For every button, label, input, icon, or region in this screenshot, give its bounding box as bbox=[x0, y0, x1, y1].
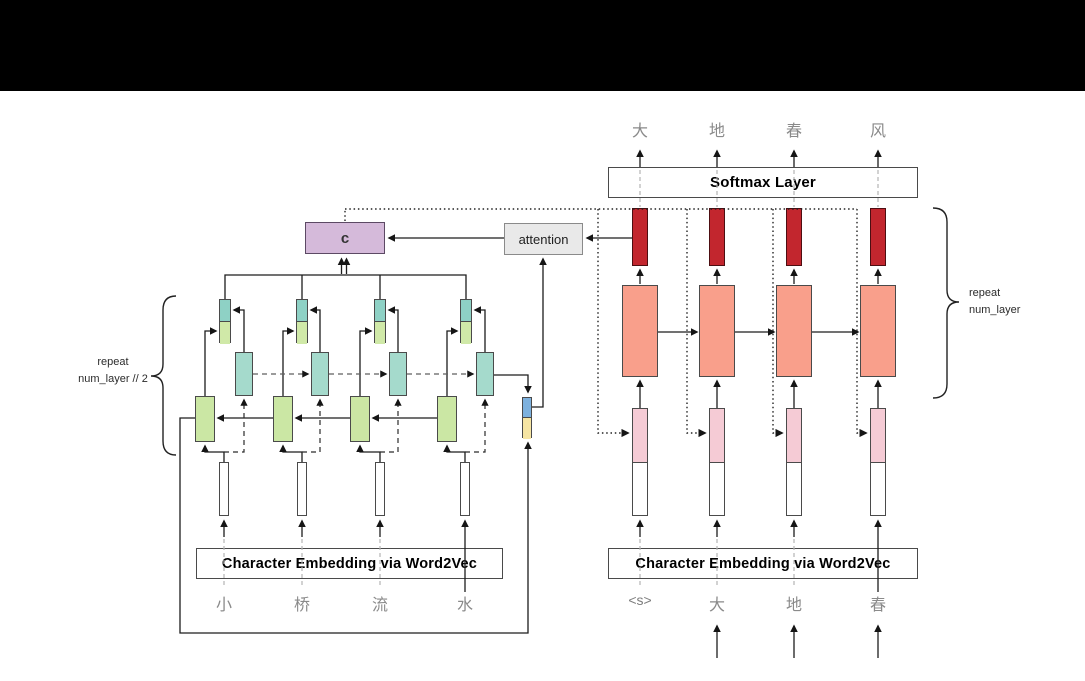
left-brace bbox=[150, 295, 177, 456]
encoder-concat-state bbox=[296, 299, 308, 344]
concat-state-backward-half bbox=[375, 300, 385, 322]
concat-state-backward-half bbox=[220, 300, 230, 322]
encoder-final-state bbox=[522, 397, 532, 439]
concat-state-forward-half bbox=[220, 322, 230, 344]
encoder-backward-cell bbox=[476, 352, 494, 396]
encoder-repeat-line1: repeat bbox=[97, 356, 129, 368]
attention-label: attention bbox=[518, 231, 569, 247]
context-vector-box: c bbox=[305, 222, 385, 254]
right-brace bbox=[932, 207, 960, 399]
concat-state-forward-half bbox=[297, 322, 307, 344]
decoder-lstm-cell bbox=[699, 285, 735, 377]
decoder-input-context-half bbox=[871, 409, 885, 463]
final-state-backward-half bbox=[523, 398, 531, 418]
encoder-repeat-line2: num_layer // 2 bbox=[78, 372, 148, 385]
decoder-repeat-line1: repeat bbox=[969, 287, 1001, 299]
encoder-embedding-bar bbox=[297, 462, 307, 516]
encoder-embedding-box: Character Embedding via Word2Vec bbox=[196, 548, 503, 579]
decoder-hidden-state bbox=[632, 208, 648, 266]
encoder-repeat-label: repeat num_layer // 2 bbox=[78, 354, 148, 387]
decoder-input-context-half bbox=[633, 409, 647, 463]
top-black-banner bbox=[0, 0, 1085, 91]
decoder-embedding-label: Character Embedding via Word2Vec bbox=[635, 555, 891, 572]
decoder-input-char: 大 bbox=[708, 597, 726, 614]
decoder-input-char: 春 bbox=[869, 597, 887, 614]
decoder-lstm-cell bbox=[776, 285, 812, 377]
encoder-forward-cell bbox=[350, 396, 370, 442]
encoder-backward-cell bbox=[235, 352, 253, 396]
softmax-layer-box: Softmax Layer bbox=[608, 167, 918, 198]
decoder-hidden-state bbox=[786, 208, 802, 266]
encoder-concat-state bbox=[374, 299, 386, 344]
concat-state-backward-half bbox=[461, 300, 471, 322]
concat-state-backward-half bbox=[297, 300, 307, 322]
decoder-hidden-state bbox=[870, 208, 886, 266]
encoder-input-char: 桥 bbox=[293, 597, 311, 614]
decoder-input-context-half bbox=[710, 409, 724, 463]
final-state-forward-half bbox=[523, 418, 531, 439]
decoder-input-bar bbox=[709, 408, 725, 516]
decoder-input-bar bbox=[786, 408, 802, 516]
encoder-embedding-bar bbox=[375, 462, 385, 516]
decoder-output-char: 地 bbox=[708, 123, 726, 140]
decoder-input-char: <s> bbox=[628, 592, 652, 608]
encoder-embedding-bar bbox=[219, 462, 229, 516]
encoder-embedding-label: Character Embedding via Word2Vec bbox=[221, 555, 478, 572]
encoder-forward-cell bbox=[273, 396, 293, 442]
decoder-lstm-cell bbox=[622, 285, 658, 377]
concat-state-forward-half bbox=[461, 322, 471, 344]
encoder-input-char: 小 bbox=[215, 597, 233, 614]
decoder-output-char: 风 bbox=[869, 123, 887, 140]
encoder-concat-state bbox=[219, 299, 231, 344]
encoder-forward-cell bbox=[195, 396, 215, 442]
decoder-input-bar bbox=[632, 408, 648, 516]
decoder-input-context-half bbox=[787, 409, 801, 463]
decoder-embedding-box: Character Embedding via Word2Vec bbox=[608, 548, 918, 579]
decoder-output-char: 春 bbox=[785, 123, 803, 140]
encoder-input-char: 水 bbox=[456, 597, 474, 614]
encoder-concat-state bbox=[460, 299, 472, 344]
decoder-input-char: 地 bbox=[785, 597, 803, 614]
decoder-output-char: 大 bbox=[631, 123, 649, 140]
encoder-embedding-bar bbox=[460, 462, 470, 516]
decoder-repeat-line2: num_layer bbox=[969, 303, 1021, 316]
attention-box: attention bbox=[504, 223, 583, 255]
decoder-lstm-cell bbox=[860, 285, 896, 377]
concat-state-forward-half bbox=[375, 322, 385, 344]
decoder-repeat-label: repeat num_layer bbox=[969, 285, 1020, 318]
decoder-hidden-state bbox=[709, 208, 725, 266]
softmax-layer-label: Softmax Layer bbox=[710, 174, 816, 191]
encoder-backward-cell bbox=[311, 352, 329, 396]
decoder-input-bar bbox=[870, 408, 886, 516]
context-vector-label: c bbox=[340, 229, 350, 247]
encoder-backward-cell bbox=[389, 352, 407, 396]
encoder-forward-cell bbox=[437, 396, 457, 442]
encoder-input-char: 流 bbox=[371, 597, 389, 614]
